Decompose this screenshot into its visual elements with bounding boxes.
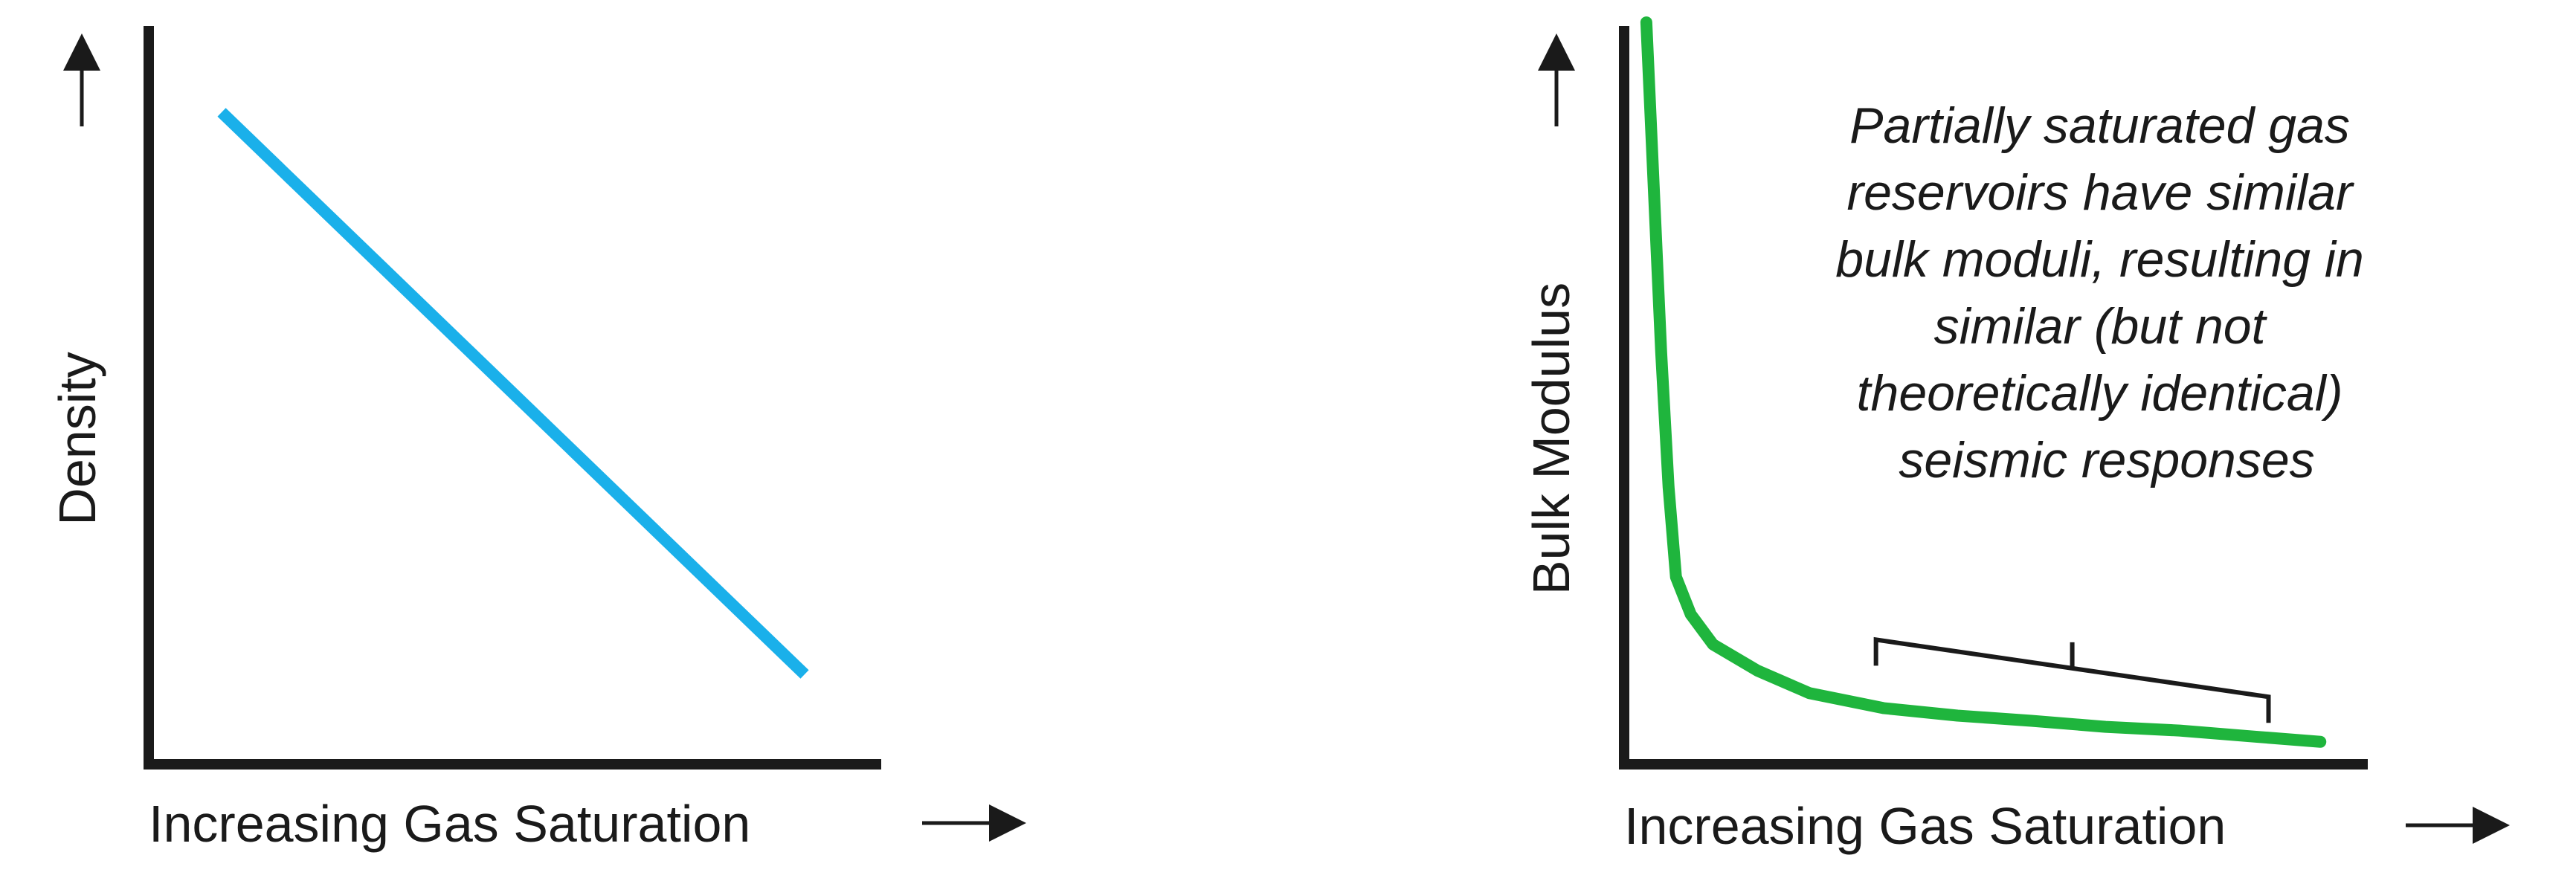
density-series-line <box>217 108 809 679</box>
density-y-label: Density <box>48 352 106 525</box>
annotation-line: reservoirs have similar <box>1846 164 2354 221</box>
bulk-y-label: Bulk Modulus <box>1522 283 1580 595</box>
annotation-line: seismic responses <box>1899 432 2314 488</box>
bulk-modulus-chart: Bulk Modulus Increasing Gas Saturation P… <box>1522 16 2510 855</box>
annotation-line: bulk moduli, resulting in <box>1835 231 2364 288</box>
annotation-text: Partially saturated gas reservoirs have … <box>1835 97 2378 488</box>
density-x-label: Increasing Gas Saturation <box>149 795 750 853</box>
similar-range-bracket <box>1873 636 2271 723</box>
annotation-line: theoretically identical) <box>1857 365 2343 422</box>
annotation-line: similar (but not <box>1934 298 2268 355</box>
annotation-line: Partially saturated gas <box>1849 97 2350 154</box>
bulk-x-label: Increasing Gas Saturation <box>1624 797 2226 855</box>
density-chart: Density Increasing Gas Saturation <box>48 26 1026 853</box>
bulk-series-line <box>1640 16 2327 748</box>
